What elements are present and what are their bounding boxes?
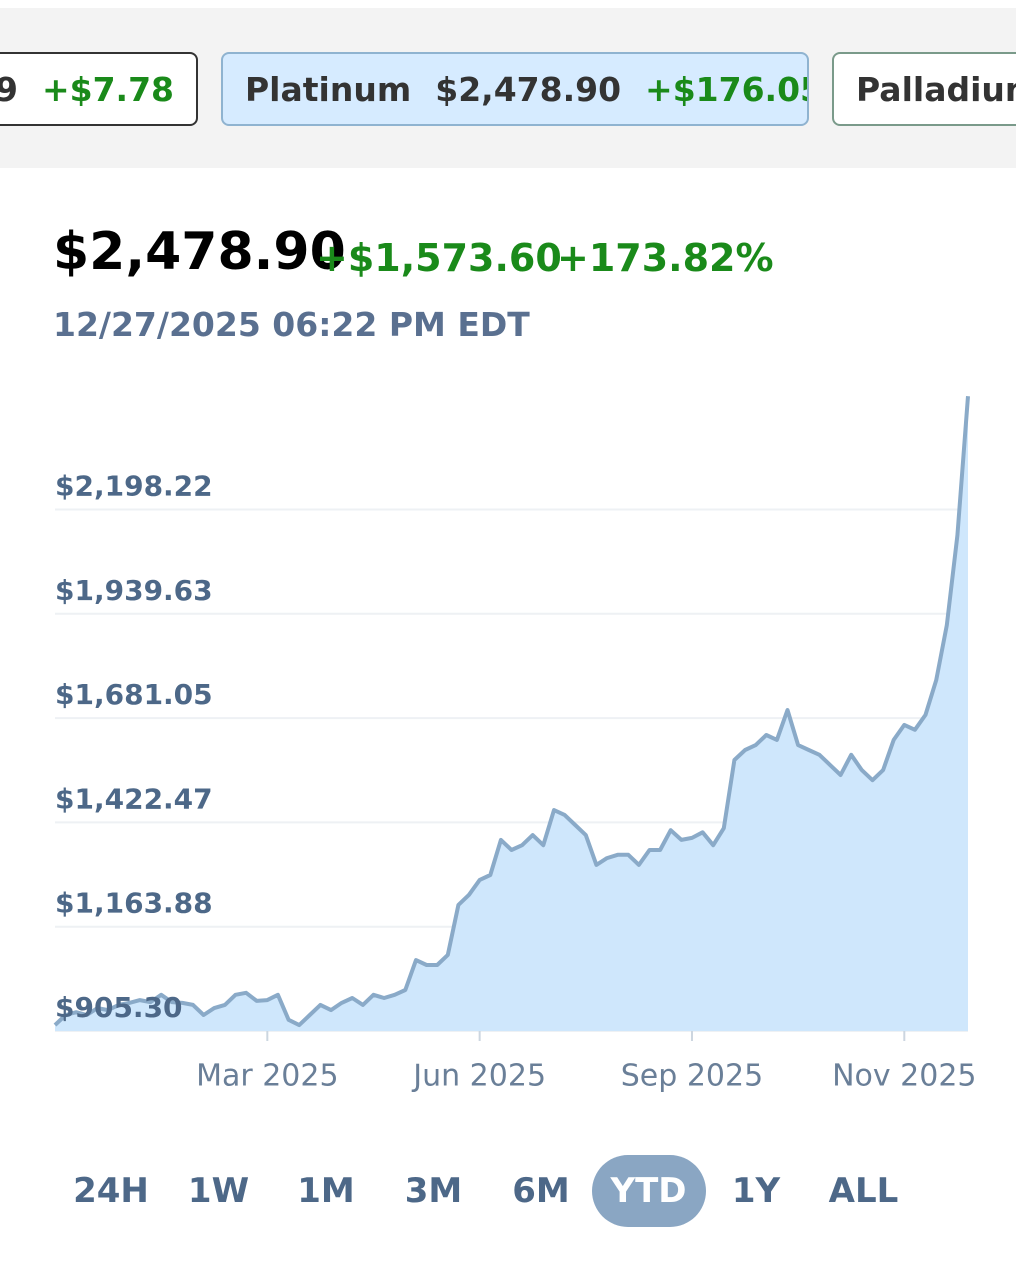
percent-change: +173.82% [557,236,774,280]
y-tick-label: $1,681.05 [55,678,213,711]
range-button[interactable]: 1Y [731,1171,781,1211]
y-tick-label: $2,198.22 [55,469,213,502]
range-button[interactable]: 24H [73,1171,149,1211]
tab-price: 39 [0,70,18,109]
tab-name: Platinum [245,69,412,109]
y-tick-label: $1,939.63 [55,574,213,607]
current-price: $2,478.90 [53,222,346,282]
area [55,396,968,1031]
y-tick-label: $1,422.47 [55,782,213,815]
range-selector: 24H 1W 1M 3M 6M YTD 1Y ALL [0,1155,1016,1227]
tab[interactable]: 39 +$7.78 [0,52,198,126]
tab-price: $2,478.90 [435,69,622,109]
tab-name: Palladium [856,69,1016,109]
tab-change: +$7.78 [41,69,174,109]
x-tick-label: Mar 2025 [196,1059,339,1094]
tab-change: +$176.05 [645,69,809,109]
chart: $905.30 $1,163.88 $1,422.47 $1,681.05 $1,939… [53,396,977,1094]
tab-bar: 39 +$7.78 Platinum $2,478.90 +$176.05 Pa… [0,8,1016,168]
range-button[interactable]: 1W [187,1171,250,1211]
range-button[interactable]: YTD [591,1155,706,1227]
tab[interactable]: Palladium [832,52,1016,126]
line [53,396,970,1028]
range-button[interactable]: 6M [512,1171,570,1211]
tab[interactable]: Platinum $2,478.90 +$176.05 [221,52,809,126]
y-tick-label: $905.30 [55,991,183,1024]
y-tick-label: $1,163.88 [55,887,213,920]
x-tick-label: Jun 2025 [411,1059,546,1094]
x-tick-label: Sep 2025 [621,1059,763,1094]
range-button[interactable]: 1M [297,1171,355,1211]
range-button[interactable]: ALL [828,1171,899,1211]
range-button[interactable]: 3M [404,1171,463,1211]
timestamp: 12/27/2025 06:22 PM EDT [53,305,530,344]
x-tick-label: Nov 2025 [832,1059,976,1094]
price-change: +$1,573.60 [316,236,562,280]
